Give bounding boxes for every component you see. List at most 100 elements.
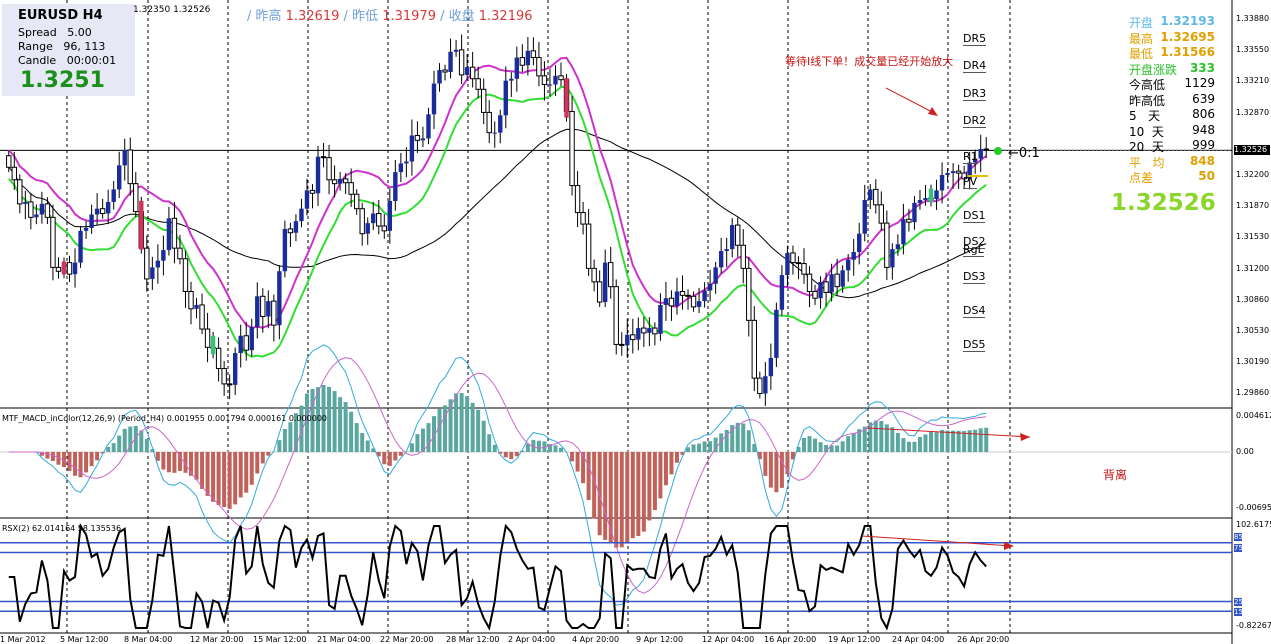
wait-annotation: 等待I线下单！成交量已经开始放大 (785, 55, 954, 68)
candle-body (818, 281, 823, 299)
candle-body (326, 157, 332, 181)
candle-body (829, 274, 834, 293)
candle-body (194, 304, 199, 309)
macd-bar (801, 437, 806, 452)
macd-bar (371, 448, 376, 452)
macd-bar (111, 443, 116, 452)
pivot-level-ds2: DS2 (963, 235, 986, 249)
macd-bar (117, 435, 122, 452)
time-tick: 21 Mar 04:00 (317, 635, 371, 644)
candle-body (906, 218, 912, 223)
macd-bar (730, 425, 735, 452)
macd-bar (879, 421, 884, 452)
highlight-candle (928, 188, 934, 203)
macd-bar (973, 429, 978, 452)
candle-body (917, 200, 923, 203)
time-tick: 4 Apr 20:00 (572, 635, 620, 644)
prev-high-label: / 昨高 (247, 9, 286, 24)
macd-bar (238, 452, 243, 498)
candle-body (398, 163, 404, 173)
candle-body (50, 216, 56, 268)
candle-body (166, 218, 172, 251)
macd-label: MTF_MACD_inColor(12,26,9) (Period_H4) 0.… (2, 414, 328, 423)
macd-divergence-arrow (867, 427, 1031, 438)
candle-body (978, 149, 983, 159)
macd-bar (674, 452, 679, 463)
macd-bar (211, 452, 216, 502)
macd-bar (354, 423, 359, 452)
candle-body (972, 158, 978, 163)
macd-bar (840, 441, 845, 452)
macd-bar (708, 441, 713, 452)
current-price-box: 1.32526 (1234, 145, 1270, 155)
rsx-divergence-arrow (861, 535, 1013, 547)
macd-bar (912, 441, 917, 452)
candle-body (221, 367, 227, 385)
macd-bar (702, 441, 707, 452)
candle-body (204, 328, 211, 348)
candle-body (806, 273, 813, 292)
candle-body (509, 78, 514, 81)
candle-body (6, 155, 12, 168)
candle-body (11, 166, 17, 181)
stat-label: 点差 (1129, 171, 1154, 185)
macd-bar (150, 449, 155, 452)
rsx-tick: 25 (1234, 598, 1243, 606)
macd-bar (542, 441, 547, 452)
rsx-tick: -0.82267 (1236, 621, 1271, 630)
candle-body (641, 327, 647, 334)
price-tick: 1.29860 (1236, 388, 1270, 398)
symbol-title: EURUSD H4 (18, 8, 103, 23)
macd-bar (509, 452, 514, 460)
macd-bar (465, 396, 470, 452)
macd-bar (829, 445, 834, 452)
macd-bar (205, 452, 210, 496)
macd-bar (343, 402, 348, 452)
macd-bar (774, 452, 779, 493)
moving-averages (8, 56, 987, 358)
stat-value: 848 (1189, 153, 1215, 168)
macd-bar (50, 452, 55, 461)
spread-text: Spread 5.00 (18, 26, 92, 39)
macd-bar (277, 440, 282, 452)
time-tick: 5 Mar 12:00 (60, 635, 109, 644)
macd-bar (222, 452, 227, 508)
candle-body (442, 69, 448, 73)
time-tick: 9 Apr 12:00 (636, 635, 684, 644)
candle-body (608, 262, 614, 288)
macd-bar (393, 452, 398, 461)
prev-day-ohlc: / 昨高 1.32619 / 昨低 1.31979 / 收盘 1.32196 (247, 5, 533, 24)
candle-body (514, 57, 520, 79)
macd-bar (851, 433, 856, 452)
price-tick: 1.31870 (1236, 201, 1270, 211)
macd-bar (244, 452, 249, 493)
macd-bar (426, 423, 431, 452)
stat-label: 平 均 (1129, 155, 1165, 170)
candle-body (895, 244, 901, 250)
macd-bar (299, 405, 304, 452)
candle-body (83, 227, 89, 231)
macd-bar (597, 452, 602, 536)
macd-bar (398, 452, 403, 456)
candle-body (967, 162, 972, 179)
macd-bar (492, 444, 497, 452)
candle-body (834, 273, 840, 288)
stat-value: 1129 (1184, 76, 1215, 90)
candle-body (282, 228, 288, 272)
macd-bar (100, 452, 105, 454)
candle-body (746, 267, 752, 321)
candle-body (939, 174, 945, 191)
macd-bar (172, 452, 177, 473)
macd-bar (873, 420, 878, 452)
candle-body (574, 185, 581, 214)
candle-body (525, 50, 531, 66)
macd-bar (570, 452, 575, 462)
macd-bar (592, 452, 597, 519)
macd-bar (917, 437, 922, 452)
macd-bar (713, 437, 718, 452)
rsx-label: RSX(2) 62.014164 58.135536 (2, 524, 122, 533)
candle-body (652, 327, 658, 335)
macd-bar (78, 452, 83, 478)
candle-body (448, 51, 453, 72)
annotation-arrow (885, 87, 937, 115)
